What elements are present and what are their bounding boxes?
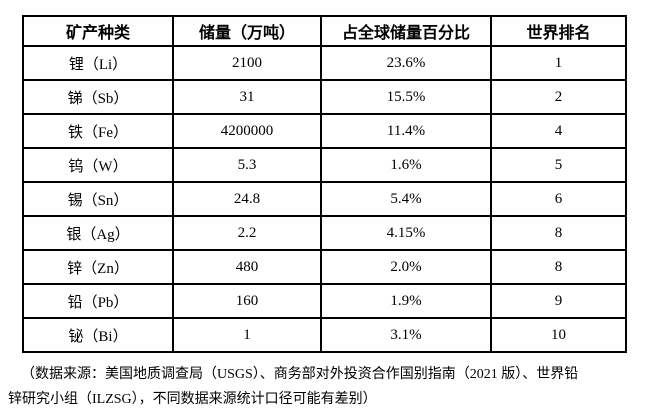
table-cell-rank: 1	[490, 45, 627, 81]
table-cell-mineral: 铋（Bi）	[22, 317, 174, 353]
footnote-line-2: 锌研究小组（ILZSG），不同数据来源统计口径可能有差别）	[8, 392, 377, 407]
table-cell-rank: 8	[490, 249, 627, 285]
table-cell-share: 2.0%	[320, 249, 492, 285]
table-cell-share: 4.15%	[320, 215, 492, 251]
footnote-line-1: （数据来源：美国地质调查局（USGS）、商务部对外投资合作国别指南（2021 版…	[21, 367, 579, 382]
table-cell-mineral: 锑（Sb）	[22, 79, 174, 115]
table-cell-share: 15.5%	[320, 79, 492, 115]
table-cell-reserves: 31	[172, 79, 322, 115]
data-source-footnote: （数据来源：美国地质调查局（USGS）、商务部对外投资合作国别指南（2021 版…	[8, 362, 644, 412]
column-header-reserves: 储量（万吨）	[172, 15, 322, 47]
table-cell-rank: 5	[490, 147, 627, 183]
table-cell-rank: 2	[490, 79, 627, 115]
table-cell-rank: 4	[490, 113, 627, 149]
table-cell-reserves: 1	[172, 317, 322, 353]
column-header-mineral-type: 矿产种类	[22, 15, 174, 47]
table-cell-share: 23.6%	[320, 45, 492, 81]
table-cell-mineral: 钨（W）	[22, 147, 174, 183]
column-header-world-rank: 世界排名	[490, 15, 627, 47]
table-row: 锑（Sb） 31 15.5% 2	[22, 79, 627, 115]
table-cell-rank: 10	[490, 317, 627, 353]
column-header-global-share: 占全球储量百分比	[320, 15, 492, 47]
header-row: 矿产种类 储量（万吨） 占全球储量百分比 世界排名	[22, 15, 627, 47]
table-cell-mineral: 锌（Zn）	[22, 249, 174, 285]
table-cell-mineral: 锂（Li）	[22, 45, 174, 81]
table-cell-reserves: 24.8	[172, 181, 322, 217]
table-cell-mineral: 锡（Sn）	[22, 181, 174, 217]
table-cell-reserves: 4200000	[172, 113, 322, 149]
table-cell-rank: 9	[490, 283, 627, 319]
table-row: 钨（W） 5.3 1.6% 5	[22, 147, 627, 183]
table-cell-rank: 8	[490, 215, 627, 251]
table-row: 铋（Bi） 1 3.1% 10	[22, 317, 627, 353]
table-row: 银（Ag） 2.2 4.15% 8	[22, 215, 627, 251]
table-cell-reserves: 160	[172, 283, 322, 319]
table-cell-reserves: 2.2	[172, 215, 322, 251]
table-row: 锡（Sn） 24.8 5.4% 6	[22, 181, 627, 217]
table-cell-share: 1.9%	[320, 283, 492, 319]
table-cell-mineral: 铅（Pb）	[22, 283, 174, 319]
table-cell-reserves: 5.3	[172, 147, 322, 183]
table-row: 铅（Pb） 160 1.9% 9	[22, 283, 627, 319]
table-cell-share: 3.1%	[320, 317, 492, 353]
table-cell-mineral: 铁（Fe）	[22, 113, 174, 149]
table-cell-share: 5.4%	[320, 181, 492, 217]
table-row: 锂（Li） 2100 23.6% 1	[22, 45, 627, 81]
table-cell-share: 11.4%	[320, 113, 492, 149]
table-cell-reserves: 2100	[172, 45, 322, 81]
table-cell-reserves: 480	[172, 249, 322, 285]
table-cell-share: 1.6%	[320, 147, 492, 183]
table-row: 锌（Zn） 480 2.0% 8	[22, 249, 627, 285]
table-cell-rank: 6	[490, 181, 627, 217]
table-row: 铁（Fe） 4200000 11.4% 4	[22, 113, 627, 149]
minerals-table: 矿产种类 储量（万吨） 占全球储量百分比 世界排名 锂（Li） 2100 23.…	[22, 15, 627, 353]
table-cell-mineral: 银（Ag）	[22, 215, 174, 251]
